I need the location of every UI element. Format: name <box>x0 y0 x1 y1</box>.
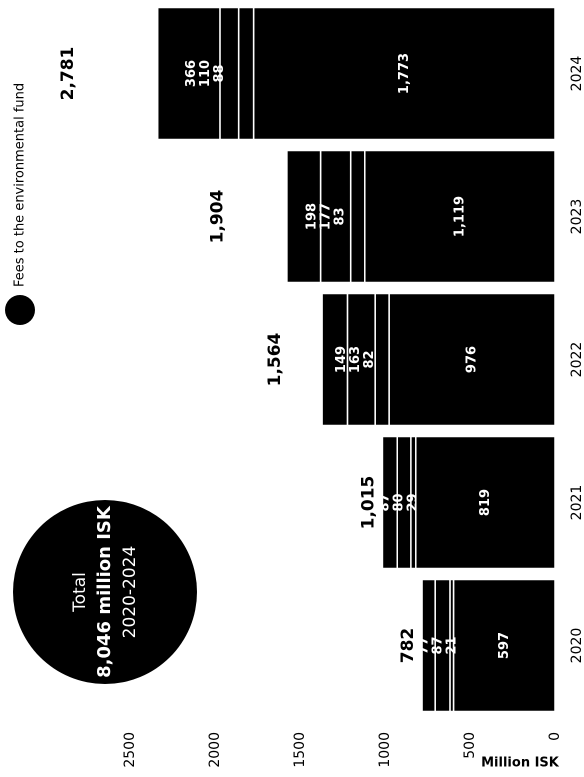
segment-label: 976 <box>465 346 480 373</box>
segment-label: 597 <box>497 632 512 659</box>
bar-segment <box>421 578 436 713</box>
segment-label: 77 <box>416 636 431 654</box>
total-label: 1,564 <box>265 332 285 386</box>
legend-label: Fees to the environmental fund <box>13 83 28 287</box>
segment-label: 87 <box>378 493 393 511</box>
x-tick-label: 2024 <box>569 56 584 92</box>
legend-swatch <box>5 295 35 325</box>
y-tick-label: 2500 <box>122 732 138 768</box>
summary-title: Total <box>70 572 90 613</box>
segment-label: 1,119 <box>452 196 467 237</box>
total-label: 782 <box>398 628 418 664</box>
segment-label: 80 <box>392 493 407 511</box>
summary-total: 8,046 million ISK <box>94 505 115 678</box>
y-tick-label: 1000 <box>377 732 393 768</box>
y-tick-label: 2000 <box>207 732 223 768</box>
y-tick-label: 500 <box>462 732 478 759</box>
y-tick-label: 0 <box>547 732 563 741</box>
segment-label: 110 <box>198 60 213 87</box>
x-tick-label: 2022 <box>569 342 584 378</box>
segment-label: 177 <box>318 203 333 230</box>
segment-label: 149 <box>334 346 349 373</box>
bar-segment <box>237 6 255 141</box>
segment-label: 82 <box>362 350 377 368</box>
total-label: 2,781 <box>58 47 78 101</box>
segment-label: 366 <box>184 60 199 87</box>
x-tick-label: 2020 <box>569 628 584 664</box>
segment-label: 87 <box>430 636 445 654</box>
segment-label: 1,773 <box>397 53 412 94</box>
total-label: 1,904 <box>207 189 227 243</box>
segment-label: 163 <box>348 346 363 373</box>
rotated-chart: Total 8,046 million ISK 2020-2024 Fees t… <box>5 6 584 771</box>
total-label: 1,015 <box>358 476 378 530</box>
x-tick-label: 2021 <box>569 485 584 521</box>
summary-period: 2020-2024 <box>120 546 140 639</box>
x-tick-label: 2023 <box>569 199 584 235</box>
bar-segment <box>381 435 398 570</box>
bar-segment <box>374 292 390 427</box>
segment-label: 819 <box>478 489 493 516</box>
segment-label: 29 <box>406 493 421 511</box>
summary-circle <box>13 500 197 684</box>
bar-segment <box>349 149 366 284</box>
bar-segment <box>321 292 349 427</box>
y-axis-title: Million ISK <box>481 756 560 771</box>
y-tick-label: 1500 <box>292 732 308 768</box>
segment-label: 198 <box>304 203 319 230</box>
segment-label: 83 <box>332 207 347 225</box>
bar-segment <box>286 149 322 284</box>
segment-label: 88 <box>212 64 227 82</box>
segment-label: 21 <box>444 636 459 654</box>
bar-segment <box>156 6 221 141</box>
